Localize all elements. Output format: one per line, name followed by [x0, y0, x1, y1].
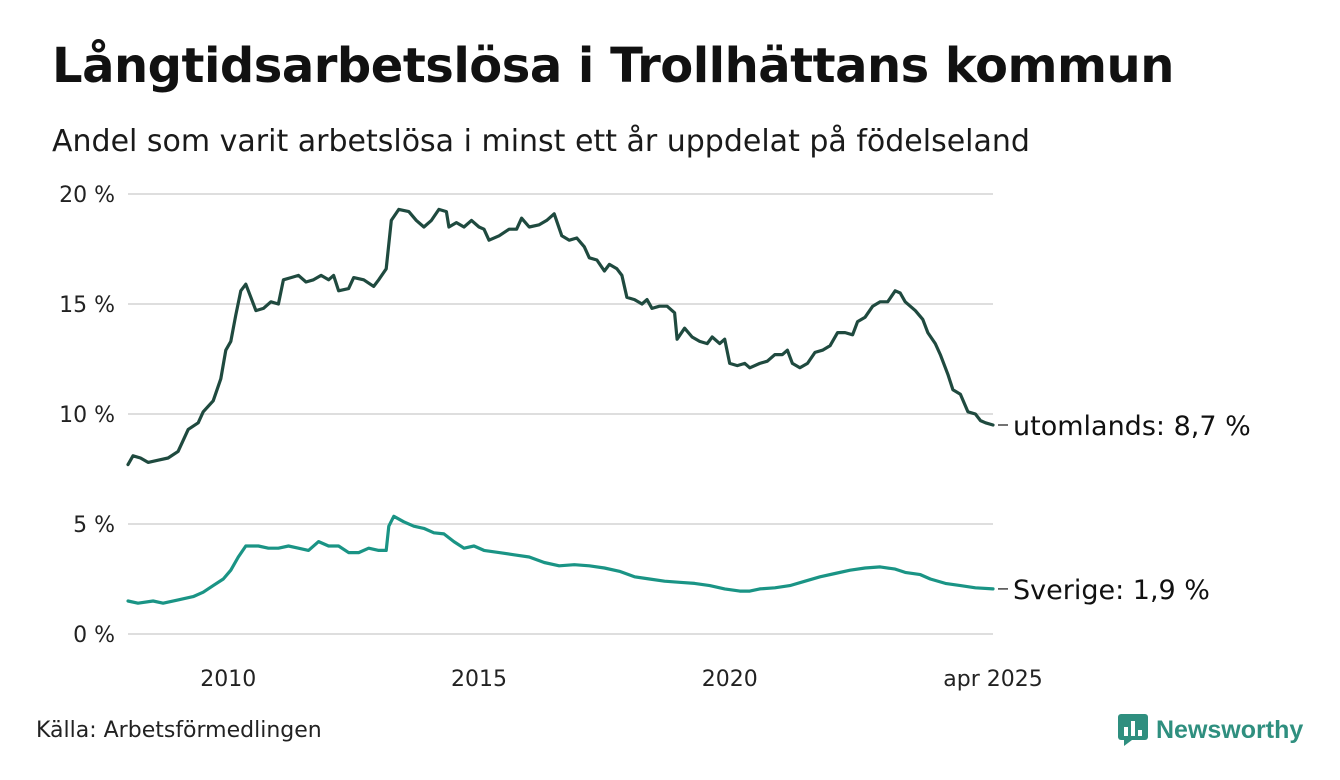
- series-end-label: Sverige: 1,9 %: [1013, 575, 1210, 606]
- source-note: Källa: Arbetsförmedlingen: [36, 718, 322, 743]
- x-tick-label: apr 2025: [943, 667, 1042, 692]
- chart-title: Långtidsarbetslösa i Trollhättans kommun: [52, 38, 1174, 94]
- brand: Newsworthy: [1118, 712, 1303, 748]
- newsworthy-logo-icon: [1118, 714, 1148, 746]
- y-tick-label: 0 %: [73, 623, 115, 648]
- y-tick-label: 15 %: [59, 293, 115, 318]
- y-tick-label: 20 %: [59, 183, 115, 208]
- y-tick-label: 10 %: [59, 403, 115, 428]
- y-tick-label: 5 %: [73, 513, 115, 538]
- x-tick-label: 2020: [702, 667, 758, 692]
- x-tick-label: 2015: [451, 667, 507, 692]
- brand-name: Newsworthy: [1156, 715, 1304, 744]
- chart-subtitle: Andel som varit arbetslösa i minst ett å…: [52, 124, 1030, 159]
- series-line-sverige: [126, 514, 995, 605]
- series-line-utomlands: [126, 207, 995, 467]
- series-end-label: utomlands: 8,7 %: [1013, 411, 1251, 442]
- x-tick-label: 2010: [200, 667, 256, 692]
